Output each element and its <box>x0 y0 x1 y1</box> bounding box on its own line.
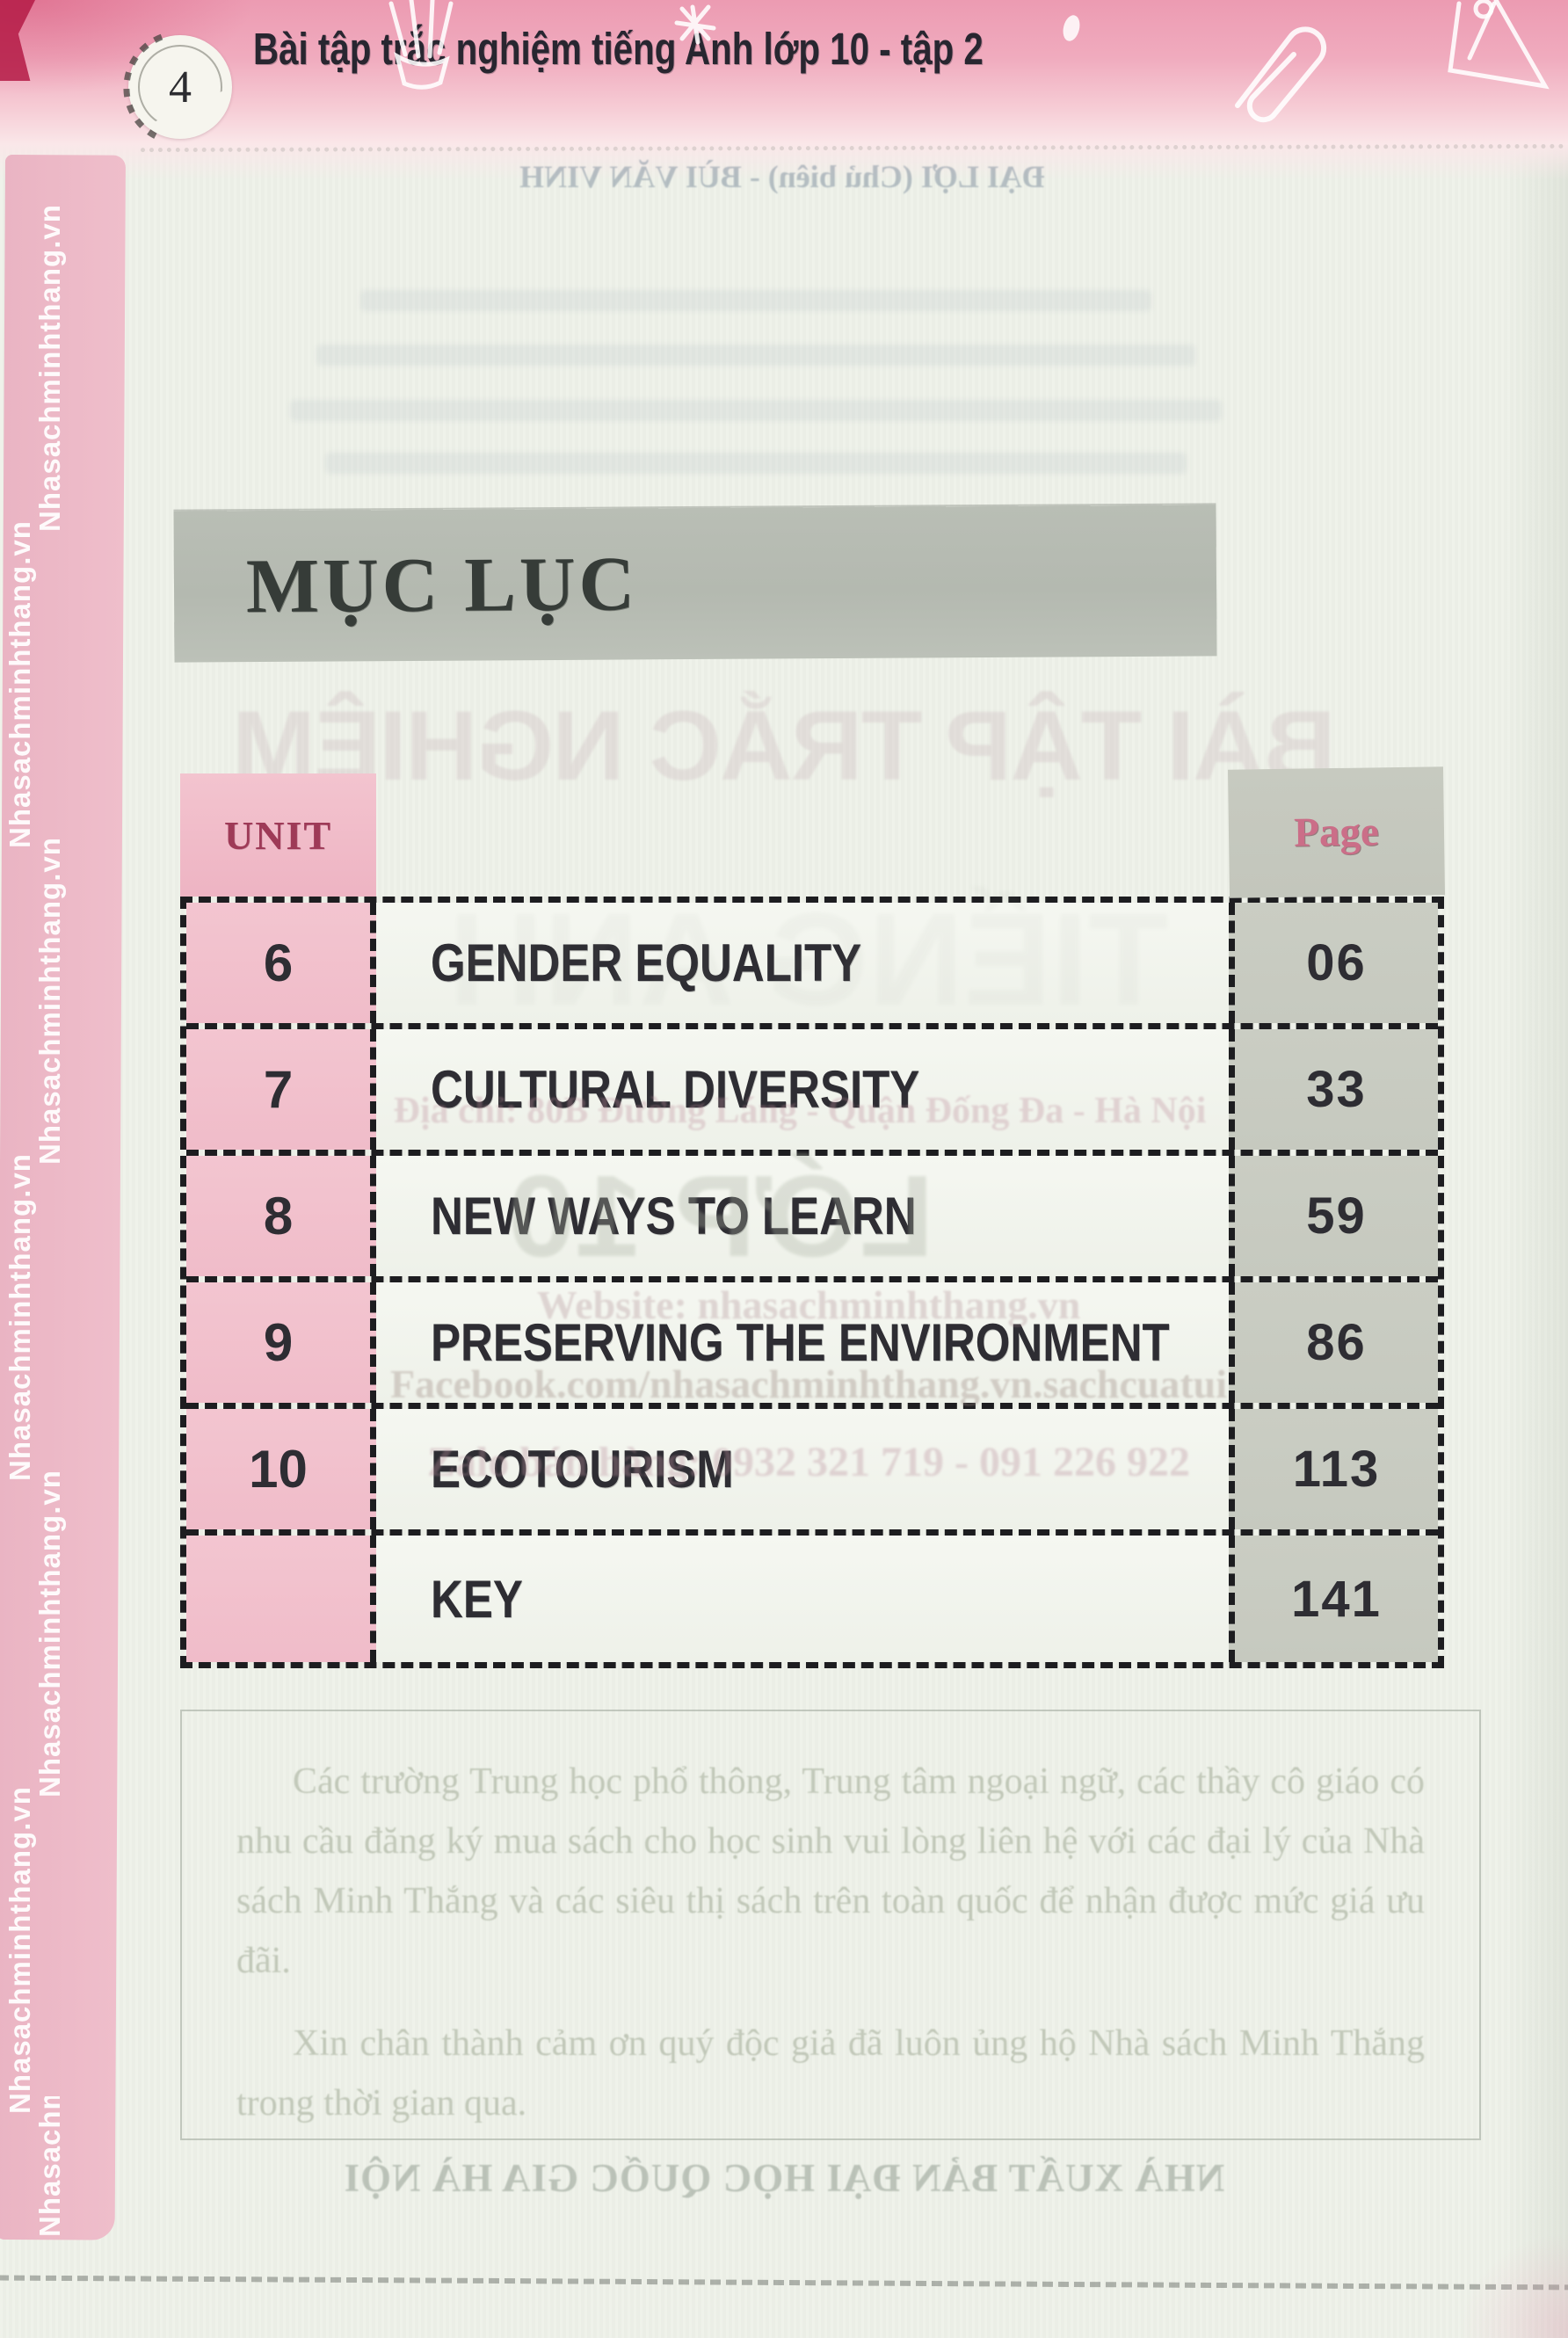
unit-title: KEY <box>431 1569 523 1629</box>
unit-title: PRESERVING THE ENVIRONMENT <box>431 1313 1170 1372</box>
unit-title: ECOTOURISM <box>431 1440 734 1499</box>
pencil-doodle-icon <box>1448 0 1550 90</box>
dot-doodle-icon <box>1063 15 1080 41</box>
ghost-text-bar <box>316 345 1195 366</box>
sidebar-watermark: Nhasachminhthang.vn <box>4 520 36 848</box>
unit-number: 10 <box>186 1409 376 1529</box>
scan-artifact-dashes <box>0 2275 1568 2291</box>
unit-number: 6 <box>186 903 376 1023</box>
toc-row: KEY 141 <box>186 1536 1438 1662</box>
sidebar-watermark: Nhasachminhthang.vn <box>33 2096 67 2237</box>
toc-table: UNIT Page 6 GENDER EQUALITY 06 7 CULTURA… <box>180 766 1446 1668</box>
sidebar-watermark: Nhasachminhthang.vn <box>4 1153 36 1481</box>
toc-row: 6 GENDER EQUALITY 06 <box>186 903 1438 1029</box>
corner-tear-mark <box>0 0 35 81</box>
ghost-notice-box: Các trường Trung học phổ thông, Trung tâ… <box>180 1710 1481 2140</box>
unit-title: CULTURAL DIVERSITY <box>431 1060 920 1119</box>
ghost-notice-paragraph: Các trường Trung học phổ thông, Trung tâ… <box>236 1761 1425 1981</box>
unit-title-cell: CULTURAL DIVERSITY <box>376 1029 1229 1150</box>
page-number-cell: 141 <box>1229 1536 1438 1662</box>
toc-row: 8 NEW WAYS TO LEARN 59 <box>186 1156 1438 1282</box>
sidebar-watermark: Nhasachminhthang.vn <box>33 1470 66 1797</box>
page-header-band: 4 Bài tập trắc nghiệm tiếng Anh lớp 10 -… <box>0 0 1568 180</box>
ghost-notice-paragraph: Xin chân thành cảm ơn quý độc giả đã luô… <box>236 2023 1425 2124</box>
unit-title-cell: ECOTOURISM <box>376 1409 1229 1529</box>
unit-title-cell: KEY <box>376 1536 1229 1662</box>
unit-column-header: UNIT <box>180 773 376 897</box>
unit-number: 8 <box>186 1156 376 1276</box>
sidebar-watermark: Nhasachminhthang.vn <box>33 204 66 532</box>
unit-number: 9 <box>186 1282 376 1403</box>
book-title: Bài tập trắc nghiệm tiếng Anh lớp 10 - t… <box>253 24 984 74</box>
page-number-cell: 113 <box>1229 1409 1438 1529</box>
toc-row: 7 CULTURAL DIVERSITY 33 <box>186 1029 1438 1156</box>
badge-serration-icon <box>123 33 163 142</box>
page-column-header: Page <box>1227 766 1446 898</box>
page-number-cell: 06 <box>1229 903 1438 1023</box>
ghost-publisher-line: NHÀ XUẤT BẢN ĐẠI HỌC QUỐC GIA HÀ NỘI <box>343 2156 1225 2200</box>
unit-title-cell: NEW WAYS TO LEARN <box>376 1156 1229 1276</box>
unit-title: NEW WAYS TO LEARN <box>431 1187 917 1245</box>
page-number-cell: 86 <box>1229 1282 1438 1403</box>
unit-header-label: UNIT <box>223 812 333 858</box>
page-header-label: Page <box>1293 809 1380 856</box>
page-number-cell: 59 <box>1229 1156 1438 1276</box>
ghost-text-bar <box>360 290 1151 311</box>
unit-title: GENDER EQUALITY <box>431 933 862 992</box>
unit-number <box>186 1536 376 1662</box>
page-number-badge: 4 <box>128 35 232 139</box>
page-number-cell: 33 <box>1229 1029 1438 1150</box>
toc-header-row: UNIT Page <box>180 766 1446 898</box>
ghost-text-bar <box>290 400 1222 421</box>
toc-row: 9 PRESERVING THE ENVIRONMENT 86 <box>186 1282 1438 1409</box>
unit-title-cell: PRESERVING THE ENVIRONMENT <box>376 1282 1229 1403</box>
ghost-text-bar <box>325 453 1187 474</box>
toc-title-banner: MỤC LỤC <box>173 505 1217 663</box>
scan-corner-tint <box>1459 2233 1568 2338</box>
toc-body: 6 GENDER EQUALITY 06 7 CULTURAL DIVERSIT… <box>180 897 1444 1668</box>
toc-title: MỤC LỤC <box>245 541 639 629</box>
toc-row: 10 ECOTOURISM 113 <box>186 1409 1438 1536</box>
sidebar-watermark: Nhasachminhthang.vn <box>33 837 66 1165</box>
paperclip-doodle-icon <box>1235 26 1327 123</box>
sidebar-watermark: Nhasachminhthang.vn <box>4 1786 36 2114</box>
unit-title-cell: GENDER EQUALITY <box>376 903 1229 1023</box>
unit-number: 7 <box>186 1029 376 1150</box>
